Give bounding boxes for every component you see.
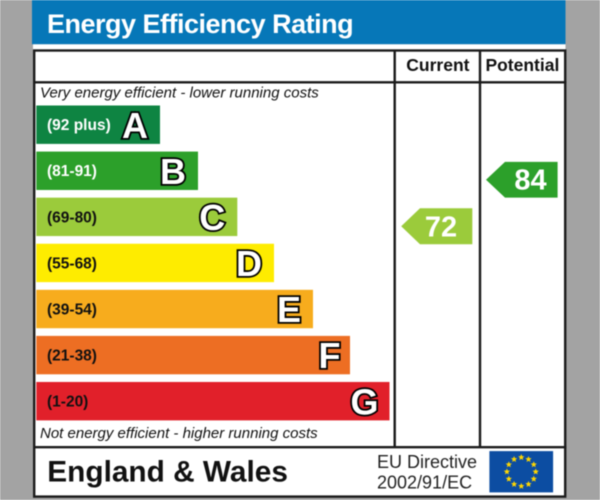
svg-text:(69-80): (69-80) (47, 209, 97, 226)
svg-text:E: E (277, 289, 301, 330)
svg-text:England & Wales: England & Wales (47, 455, 288, 488)
svg-text:Potential: Potential (485, 55, 559, 75)
svg-text:(1-20): (1-20) (47, 394, 88, 411)
svg-text:Current: Current (406, 55, 469, 75)
svg-text:D: D (236, 243, 262, 284)
svg-text:(55-68): (55-68) (47, 255, 97, 272)
svg-text:G: G (350, 381, 378, 422)
svg-text:(92 plus): (92 plus) (47, 117, 111, 134)
svg-text:84: 84 (514, 165, 546, 197)
svg-text:C: C (199, 197, 225, 238)
svg-text:A: A (122, 105, 148, 146)
svg-text:Not energy efficient - higher: Not energy efficient - higher running co… (40, 425, 318, 442)
svg-text:Very energy efficient - lower: Very energy efficient - lower running co… (40, 85, 319, 102)
svg-text:Energy Efficiency Rating: Energy Efficiency Rating (47, 9, 353, 39)
svg-text:B: B (160, 151, 186, 192)
svg-text:(39-54): (39-54) (47, 301, 97, 318)
svg-text:2002/91/EC: 2002/91/EC (377, 472, 472, 492)
svg-text:(21-38): (21-38) (47, 348, 97, 365)
svg-text:F: F (319, 335, 341, 376)
svg-text:EU Directive: EU Directive (377, 452, 477, 472)
svg-text:72: 72 (425, 211, 457, 243)
svg-text:(81-91): (81-91) (47, 163, 97, 180)
